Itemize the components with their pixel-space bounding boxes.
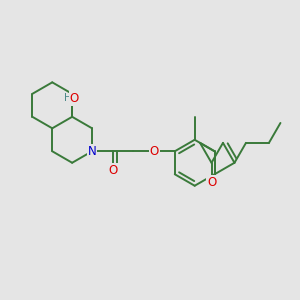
Text: O: O	[108, 164, 117, 177]
Text: N: N	[88, 145, 96, 158]
Text: N: N	[88, 145, 96, 158]
Text: O: O	[149, 145, 159, 158]
Text: O: O	[70, 92, 79, 105]
Text: H: H	[64, 93, 72, 103]
Text: O: O	[207, 176, 216, 189]
